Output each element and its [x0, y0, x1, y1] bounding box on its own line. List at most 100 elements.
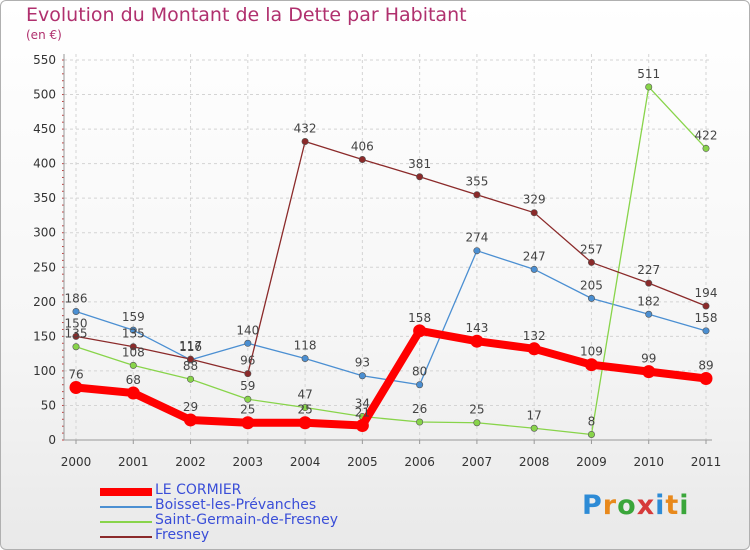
data-label-saint-germain-de-fresney: 26 — [412, 402, 427, 416]
data-point-le-cormier — [69, 380, 83, 394]
x-tick-label: 2007 — [462, 455, 493, 469]
data-point-fresney — [645, 279, 653, 287]
data-point-fresney — [301, 138, 309, 146]
data-label-saint-germain-de-fresney: 59 — [240, 379, 255, 393]
legend-label: Boisset-les-Prévanches — [155, 497, 317, 513]
y-tick-label: 350 — [33, 191, 56, 205]
data-label-saint-germain-de-fresney: 34 — [355, 397, 370, 411]
data-label-fresney: 96 — [240, 354, 255, 368]
data-label-saint-germain-de-fresney: 511 — [637, 67, 660, 81]
data-point-saint-germain-de-fresney — [301, 404, 309, 412]
data-label-fresney: 406 — [351, 139, 374, 153]
data-label-fresney: 381 — [408, 157, 431, 171]
data-label-le-cormier: 158 — [408, 311, 431, 325]
data-point-boisset-les-prevanches — [473, 247, 481, 255]
legend-swatch — [100, 487, 152, 496]
data-point-le-cormier — [413, 324, 427, 338]
data-point-saint-germain-de-fresney — [587, 430, 595, 438]
data-label-saint-germain-de-fresney: 47 — [297, 388, 312, 402]
data-point-le-cormier — [642, 365, 656, 379]
proxiti-logo: Proxiti — [582, 490, 690, 521]
series-line-le-cormier — [72, 326, 710, 430]
data-label-boisset-les-prevanches: 182 — [637, 294, 660, 308]
data-point-fresney — [587, 258, 595, 266]
data-label-boisset-les-prevanches: 186 — [65, 291, 88, 305]
data-point-saint-germain-de-fresney — [129, 361, 137, 369]
data-label-fresney: 150 — [65, 316, 88, 330]
data-label-boisset-les-prevanches: 205 — [580, 278, 603, 292]
data-point-le-cormier — [470, 334, 484, 348]
data-point-fresney — [244, 370, 252, 378]
data-point-saint-germain-de-fresney — [244, 395, 252, 403]
x-tick-label: 2002 — [175, 455, 206, 469]
data-label-saint-germain-de-fresney: 8 — [588, 414, 596, 428]
data-point-le-cormier — [527, 342, 541, 356]
series-line-fresney — [75, 140, 707, 375]
data-label-boisset-les-prevanches: 274 — [465, 231, 488, 245]
legend-swatch — [100, 535, 152, 538]
data-label-le-cormier: 132 — [523, 329, 546, 343]
legend-swatch — [100, 505, 152, 508]
legend-label: Fresney — [155, 527, 210, 543]
data-point-boisset-les-prevanches — [416, 381, 424, 389]
data-label-fresney: 257 — [580, 242, 603, 256]
data-point-fresney — [187, 355, 195, 363]
x-tick-label: 2004 — [290, 455, 321, 469]
data-label-boisset-les-prevanches: 247 — [523, 249, 546, 263]
x-tick-label: 2000 — [61, 455, 92, 469]
data-point-saint-germain-de-fresney — [416, 418, 424, 426]
data-label-fresney: 135 — [122, 327, 145, 341]
chart-title: Evolution du Montant de la Dette par Hab… — [26, 4, 467, 26]
data-point-boisset-les-prevanches — [702, 327, 710, 335]
series-line-saint-germain-de-fresney — [75, 86, 707, 436]
data-label-le-cormier: 109 — [580, 345, 603, 359]
legend-swatch — [100, 520, 152, 523]
data-point-le-cormier — [355, 418, 369, 432]
y-tick-label: 500 — [33, 88, 56, 102]
data-point-saint-germain-de-fresney — [702, 144, 710, 152]
data-label-boisset-les-prevanches: 116 — [179, 340, 202, 354]
x-tick-label: 2009 — [576, 455, 607, 469]
data-label-le-cormier: 25 — [240, 403, 255, 417]
y-tick-label: 450 — [33, 122, 56, 136]
data-point-fresney — [72, 332, 80, 340]
data-label-le-cormier: 89 — [698, 359, 713, 373]
data-label-le-cormier: 99 — [641, 352, 656, 366]
data-point-le-cormier — [699, 372, 713, 386]
x-tick-label: 2010 — [633, 455, 664, 469]
data-label-saint-germain-de-fresney: 25 — [469, 403, 484, 417]
legend-label: Saint-Germain-de-Fresney — [155, 512, 338, 528]
data-label-saint-germain-de-fresney: 17 — [527, 408, 542, 422]
data-label-fresney: 355 — [465, 175, 488, 189]
data-label-saint-germain-de-fresney: 108 — [122, 345, 145, 359]
y-tick-label: 100 — [33, 364, 56, 378]
data-label-fresney: 329 — [523, 193, 546, 207]
data-point-boisset-les-prevanches — [301, 354, 309, 362]
line-chart: 0 50 100 150 200 250 300 350 400 450 500 550 2000 200… — [33, 53, 722, 469]
data-label-boisset-les-prevanches: 118 — [294, 338, 317, 352]
data-label-saint-germain-de-fresney: 88 — [183, 359, 198, 373]
y-tick-label: 250 — [33, 260, 56, 274]
data-point-fresney — [702, 302, 710, 310]
data-point-fresney — [129, 343, 137, 351]
data-point-boisset-les-prevanches — [244, 339, 252, 347]
data-point-saint-germain-de-fresney — [187, 375, 195, 383]
data-point-saint-germain-de-fresney — [530, 424, 538, 432]
data-point-le-cormier — [584, 358, 598, 372]
y-tick-label: 50 — [41, 398, 56, 412]
data-point-le-cormier — [241, 416, 255, 430]
x-tick-label: 2011 — [691, 455, 722, 469]
data-point-fresney — [416, 173, 424, 181]
x-tick-label: 2001 — [118, 455, 149, 469]
y-tick-label: 150 — [33, 329, 56, 343]
data-label-le-cormier: 68 — [126, 373, 141, 387]
data-label-boisset-les-prevanches: 158 — [695, 311, 718, 325]
data-point-saint-germain-de-fresney — [72, 343, 80, 351]
data-label-boisset-les-prevanches: 159 — [122, 310, 145, 324]
data-point-boisset-les-prevanches — [358, 372, 366, 380]
data-label-boisset-les-prevanches: 140 — [236, 323, 259, 337]
y-tick-label: 300 — [33, 226, 56, 240]
data-point-boisset-les-prevanches — [72, 307, 80, 315]
x-tick-label: 2003 — [233, 455, 264, 469]
data-label-fresney: 227 — [637, 263, 660, 277]
